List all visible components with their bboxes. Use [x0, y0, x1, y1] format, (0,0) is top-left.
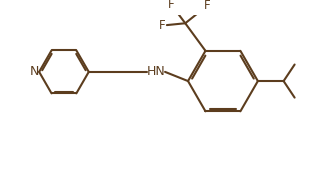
Text: F: F [204, 0, 211, 12]
Text: N: N [30, 65, 39, 78]
Text: F: F [168, 0, 175, 11]
Text: HN: HN [147, 65, 165, 78]
Text: F: F [159, 19, 166, 32]
